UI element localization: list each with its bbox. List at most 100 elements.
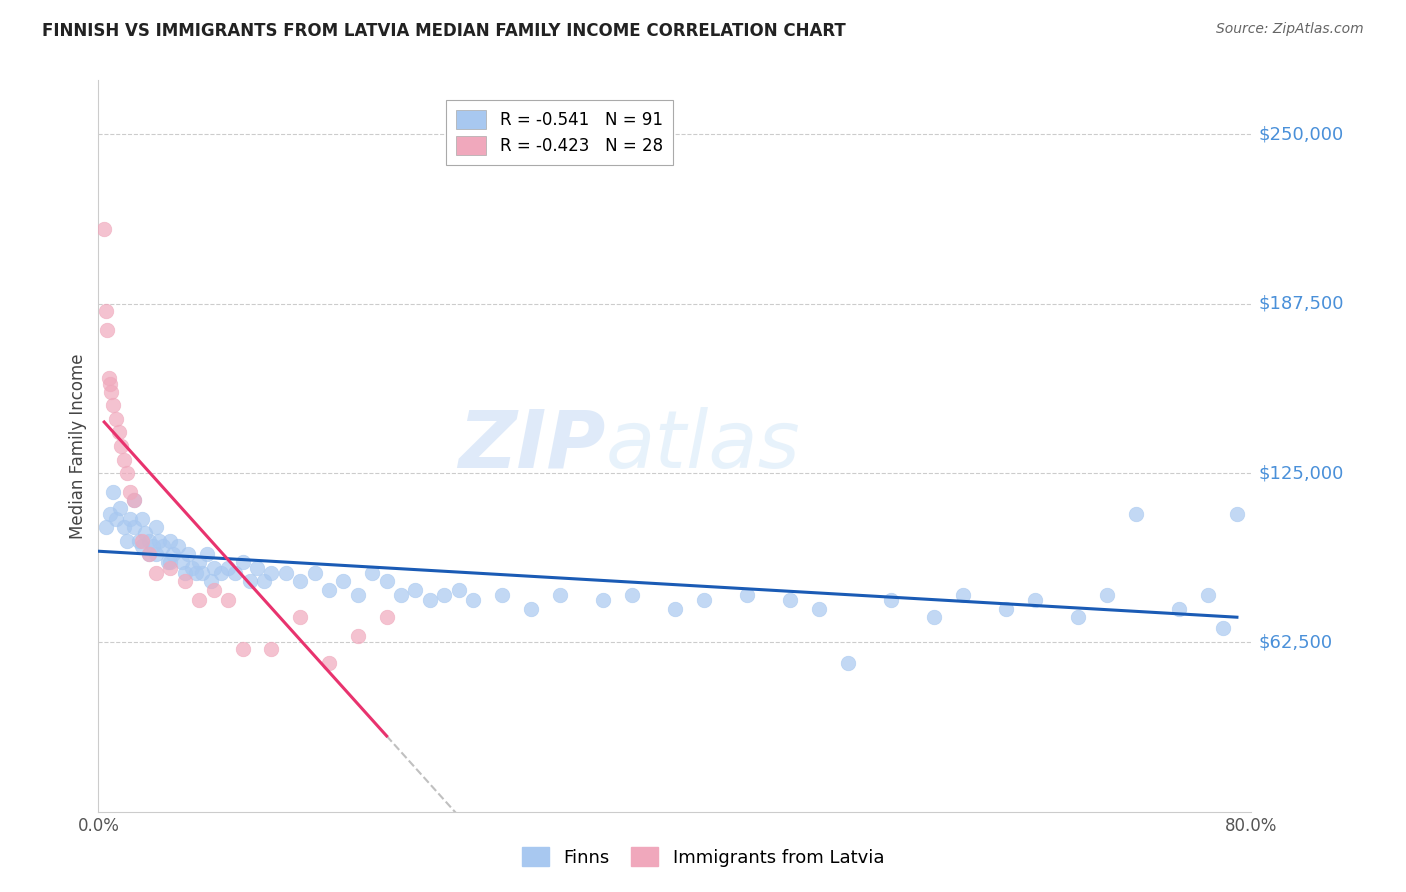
Point [952,588,974,602]
Point [112,452,135,467]
Point [620,588,643,602]
Point [101,485,124,500]
Point [138,547,160,561]
Point [693,593,716,607]
Point [117,533,138,548]
Text: FINNISH VS IMMIGRANTS FROM LATVIA MEDIAN FAMILY INCOME CORRELATION CHART: FINNISH VS IMMIGRANTS FROM LATVIA MEDIAN… [42,22,846,40]
Point [491,588,513,602]
Point [217,593,239,607]
Point [231,642,254,657]
Point [142,539,165,553]
Point [375,574,398,589]
Point [120,512,142,526]
Point [807,601,830,615]
Point [98,507,121,521]
Point [200,574,222,589]
Point [1125,507,1147,521]
Point [94,303,117,318]
Point [209,566,232,581]
Point [134,525,156,540]
Point [148,533,170,548]
Point [664,601,686,615]
Point [1226,507,1249,521]
Point [332,574,354,589]
Point [995,601,1018,615]
Point [152,539,174,553]
Point [117,466,138,480]
Point [304,566,326,581]
Point [159,533,181,548]
Point [837,656,859,670]
Point [202,561,225,575]
Point [592,593,614,607]
Point [318,656,340,670]
Point [1168,601,1191,615]
Text: ZIP: ZIP [458,407,606,485]
Point [124,493,146,508]
Point [880,593,903,607]
Point [108,501,131,516]
Point [191,566,214,581]
Point [110,439,132,453]
Point [93,222,115,236]
Point [202,582,225,597]
Point [188,593,211,607]
Point [120,485,142,500]
Point [224,566,246,581]
Point [231,556,254,570]
Point [389,588,412,602]
Point [166,539,188,553]
Legend: R = -0.541   N = 91, R = -0.423   N = 28: R = -0.541 N = 91, R = -0.423 N = 28 [446,100,673,165]
Point [107,425,129,440]
Point [195,547,218,561]
Point [447,582,470,597]
Point [260,566,283,581]
Point [159,556,181,570]
Point [433,588,456,602]
Text: $62,500: $62,500 [1258,633,1333,651]
Point [186,566,208,581]
Point [159,561,181,575]
Point [104,412,127,426]
Text: $125,000: $125,000 [1258,464,1344,482]
Point [96,322,118,336]
Point [145,520,167,534]
Point [290,609,312,624]
Point [188,556,211,570]
Point [174,566,197,581]
Legend: Finns, Immigrants from Latvia: Finns, Immigrants from Latvia [515,840,891,874]
Point [174,574,197,589]
Point [124,520,146,534]
Point [1212,620,1234,634]
Point [181,561,204,575]
Point [131,533,153,548]
Point [375,609,398,624]
Point [1067,609,1090,624]
Point [124,493,146,508]
Point [779,593,801,607]
Point [145,547,167,561]
Point [361,566,384,581]
Point [461,593,484,607]
Point [253,574,276,589]
Point [260,642,283,657]
Point [101,398,124,412]
Point [170,556,193,570]
Text: $187,500: $187,500 [1258,294,1344,313]
Point [217,561,239,575]
Point [274,566,297,581]
Point [419,593,441,607]
Text: atlas: atlas [606,407,800,485]
Point [1097,588,1119,602]
Point [112,520,135,534]
Point [346,588,368,602]
Point [104,512,127,526]
Point [94,520,117,534]
Text: Source: ZipAtlas.com: Source: ZipAtlas.com [1216,22,1364,37]
Point [138,533,160,548]
Point [156,556,179,570]
Point [162,547,184,561]
Point [548,588,571,602]
Point [405,582,427,597]
Point [735,588,758,602]
